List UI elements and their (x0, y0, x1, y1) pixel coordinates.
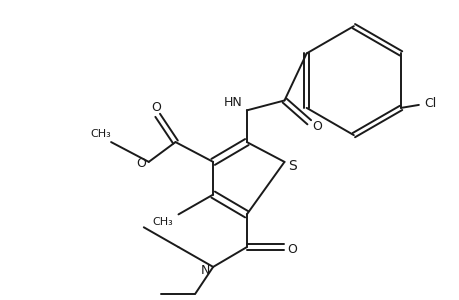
Text: CH₃: CH₃ (90, 129, 112, 139)
Text: HN: HN (223, 96, 242, 109)
Text: N: N (200, 264, 209, 278)
Text: O: O (151, 101, 160, 114)
Text: O: O (287, 243, 297, 256)
Text: CH₃: CH₃ (152, 217, 173, 227)
Text: O: O (312, 120, 321, 133)
Text: Cl: Cl (424, 98, 436, 110)
Text: O: O (135, 158, 146, 170)
Text: S: S (287, 159, 296, 173)
